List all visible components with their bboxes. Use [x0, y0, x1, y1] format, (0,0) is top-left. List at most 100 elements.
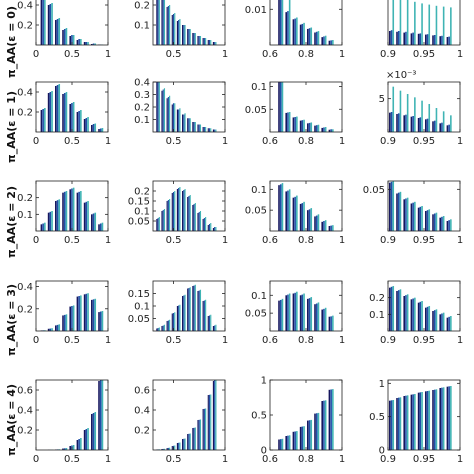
bar [296, 291, 298, 331]
bar [85, 118, 88, 132]
bar [315, 303, 318, 331]
bar [317, 302, 320, 331]
bar [450, 386, 452, 450]
bar [303, 293, 305, 331]
bar [332, 129, 334, 132]
bar [162, 0, 164, 45]
bar [397, 31, 400, 45]
x-tick-label: 0.5 [166, 335, 182, 346]
bar [71, 35, 73, 45]
bar [78, 111, 80, 132]
bar [215, 380, 217, 450]
row-label-2: π_AA(ε = 2) [5, 186, 18, 258]
bar [187, 118, 189, 132]
bar [279, 0, 282, 45]
bar [323, 36, 325, 45]
bar [406, 197, 409, 231]
bar [396, 31, 398, 45]
x-tick-label: 1 [105, 335, 111, 346]
bar [187, 434, 189, 450]
bar [439, 314, 441, 331]
bar [163, 448, 166, 450]
bar [62, 30, 64, 45]
bar [321, 37, 323, 45]
bar [410, 203, 413, 231]
bar [419, 33, 422, 45]
y-tick-label: 0.4 [17, 406, 33, 417]
bar [161, 449, 163, 450]
bar [56, 200, 59, 231]
bar-group [156, 380, 217, 450]
bar [392, 0, 395, 45]
bar [194, 203, 196, 231]
bar [72, 35, 75, 45]
y-tick-label: 0.1 [134, 207, 150, 218]
bar [432, 35, 434, 45]
y-tick-label: 0.2 [134, 1, 150, 12]
panel-r1-c3: 0.9 0.95 1 5 ×10⁻³ [379, 70, 464, 147]
bar [426, 210, 429, 231]
panel-r1-c1: 0.5 1 0.10.2 0.30.4 [134, 78, 228, 148]
bar [296, 195, 298, 231]
bar [307, 420, 309, 450]
bar [198, 419, 200, 450]
y-tick-label: 0.4 [17, 282, 33, 293]
bar [47, 5, 50, 45]
bar [330, 316, 332, 331]
bar [287, 190, 289, 231]
bar [188, 433, 190, 450]
bar [157, 218, 159, 231]
bar [63, 93, 66, 132]
bar [92, 43, 95, 45]
bar [194, 284, 196, 331]
bar [321, 309, 323, 331]
bar [171, 15, 173, 45]
bar [78, 191, 80, 231]
bar [321, 401, 323, 450]
bar [182, 296, 184, 331]
bar [49, 4, 52, 45]
bar [414, 201, 416, 231]
bar [317, 214, 320, 231]
x-tick-label: 0.95 [413, 454, 435, 465]
bar [76, 112, 79, 132]
bar [417, 302, 420, 331]
bar [439, 217, 441, 231]
bar [330, 40, 332, 45]
bar-group [40, 293, 104, 331]
bar [397, 397, 400, 450]
bar [441, 387, 443, 450]
bar [101, 222, 104, 231]
bar [187, 288, 189, 331]
bar [184, 438, 186, 450]
bar [332, 40, 334, 45]
bar [328, 316, 331, 331]
bar [389, 400, 391, 450]
bar [189, 433, 191, 450]
bar [198, 124, 200, 132]
bar [294, 292, 296, 331]
x-tick-label: 0.5 [166, 49, 182, 60]
bar [184, 189, 186, 231]
bar [99, 128, 102, 132]
bar [194, 122, 196, 132]
bar [162, 210, 164, 231]
bar [55, 86, 57, 132]
bar [163, 209, 166, 231]
bar [62, 94, 64, 132]
bar [442, 216, 445, 231]
bar [63, 314, 66, 331]
bar [166, 448, 168, 450]
bar [332, 225, 334, 231]
bar [78, 439, 80, 450]
bar [199, 36, 202, 45]
bar [332, 389, 334, 450]
x-tick-label: 0.95 [413, 335, 435, 346]
bar [412, 32, 414, 45]
y-tick-label: 0.2 [369, 293, 385, 304]
bar [157, 0, 159, 45]
bar [428, 306, 431, 331]
y-tick-label: 0.1 [134, 21, 150, 32]
bar [419, 206, 422, 231]
x-tick-label: 0.5 [64, 335, 80, 346]
